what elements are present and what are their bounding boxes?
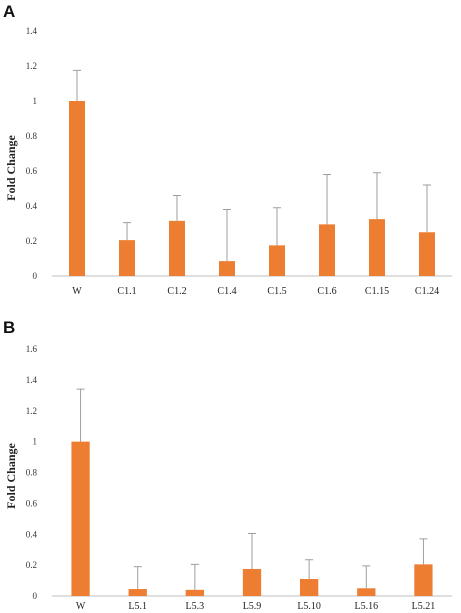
bar-a-c1-4 <box>219 261 235 276</box>
bar-b-l5-10 <box>300 579 319 596</box>
y-tick-label-a: 0.4 <box>26 201 38 211</box>
bar-b-l5-21 <box>414 564 433 596</box>
x-tick-label-b: L5.16 <box>354 601 378 612</box>
y-axis-label-b: Fold Change <box>4 442 18 508</box>
y-tick-label-b: 1.4 <box>26 375 38 385</box>
x-tick-label-a: C1.4 <box>217 286 236 297</box>
bar-b-l5-3 <box>185 589 204 596</box>
x-tick-label-b: L5.3 <box>186 601 205 612</box>
y-tick-label-a: 0.2 <box>26 236 37 246</box>
y-tick-label-a: 1.2 <box>26 61 37 71</box>
bar-a-c1-24 <box>419 232 435 276</box>
y-axis-label-a: Fold Change <box>4 134 18 200</box>
y-tick-label-b: 0.8 <box>26 468 38 478</box>
bar-a-c1-6 <box>319 224 335 276</box>
y-tick-label-b: 0 <box>33 591 38 601</box>
bar-a-w <box>69 101 85 276</box>
x-tick-label-a: W <box>72 286 82 297</box>
bar-b-l5-9 <box>242 568 262 596</box>
x-tick-label-b: L5.1 <box>128 601 147 612</box>
y-tick-label-b: 1.6 <box>26 344 38 354</box>
bar-a-c1-2 <box>169 220 185 276</box>
bar-a-c1-15 <box>369 219 385 276</box>
y-tick-label-b: 1.2 <box>26 406 37 416</box>
y-tick-label-b: 0.2 <box>26 560 37 570</box>
x-tick-label-b: L5.9 <box>243 601 262 612</box>
x-tick-label-b: W <box>76 601 86 612</box>
y-tick-label-b: 0.6 <box>26 498 38 508</box>
panel-label-a: A <box>3 2 15 21</box>
x-tick-label-a: C1.15 <box>365 286 389 297</box>
y-tick-label-a: 0 <box>33 271 38 281</box>
x-tick-label-b: L5.21 <box>412 601 436 612</box>
y-tick-label-a: 0.8 <box>26 131 38 141</box>
panel-label-b: B <box>3 318 15 337</box>
x-tick-label-a: C1.2 <box>167 286 186 297</box>
x-tick-label-a: C1.24 <box>415 286 439 297</box>
bar-b-l5-16 <box>357 588 376 596</box>
y-tick-label-a: 1.4 <box>26 26 38 36</box>
y-tick-label-a: 0.6 <box>26 166 38 176</box>
x-tick-label-b: L5.10 <box>297 601 321 612</box>
y-tick-label-b: 0.4 <box>26 529 38 539</box>
x-tick-label-a: C1.1 <box>117 286 136 297</box>
y-tick-label-a: 1 <box>33 96 38 106</box>
bar-a-c1-5 <box>269 245 285 276</box>
bar-a-c1-1 <box>119 240 135 276</box>
x-tick-label-a: C1.5 <box>267 286 286 297</box>
bar-b-w <box>71 441 90 596</box>
y-tick-label-b: 1 <box>33 437 38 447</box>
bar-b-l5-1 <box>128 589 147 596</box>
x-tick-label-a: C1.6 <box>317 286 336 297</box>
